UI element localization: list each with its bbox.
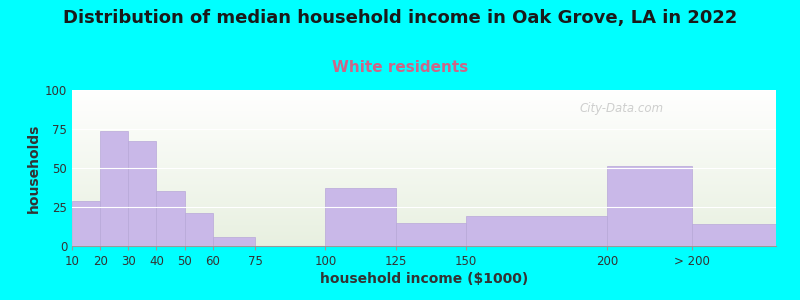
Bar — [185, 213, 213, 246]
X-axis label: household income ($1000): household income ($1000) — [320, 272, 528, 286]
Bar — [157, 191, 185, 246]
Bar — [128, 142, 157, 246]
Bar — [213, 237, 255, 246]
Text: Distribution of median household income in Oak Grove, LA in 2022: Distribution of median household income … — [63, 9, 737, 27]
Bar — [100, 130, 128, 246]
Bar — [607, 167, 691, 246]
Y-axis label: households: households — [26, 123, 41, 213]
Bar — [396, 223, 466, 246]
Text: White residents: White residents — [332, 60, 468, 75]
Bar — [326, 188, 396, 246]
Bar — [72, 201, 100, 246]
Text: City-Data.com: City-Data.com — [579, 102, 663, 115]
Bar — [466, 216, 607, 246]
Bar — [691, 224, 776, 246]
